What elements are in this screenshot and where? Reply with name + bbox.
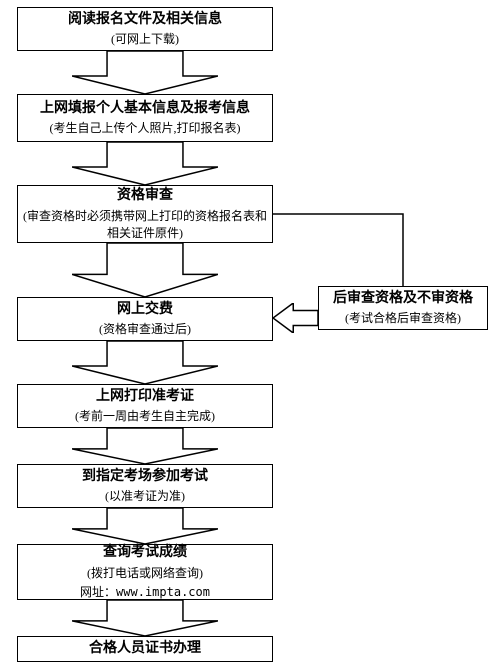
left-arrow [273,303,318,333]
node-subtitle: (考生自己上传个人照片,打印报名表) [50,120,241,137]
node-title: 阅读报名文件及相关信息 [68,10,222,30]
node-title: 网上交费 [117,300,173,320]
node-title: 资格审查 [117,186,173,206]
branch-connector [271,212,405,288]
node-subtitle: (考前一周由考生自主完成) [75,408,215,425]
down-arrow-2 [72,243,218,297]
node-subtitle: (考试合格后审查资格) [345,310,461,327]
url-label: 网址： [80,585,116,599]
node-title: 合格人员证书办理 [89,639,201,659]
node-title: 到指定考场参加考试 [82,467,208,487]
down-arrow-3 [72,341,218,384]
node-subtitle: (资格审查通过后) [99,321,191,338]
node-subtitle: (以准考证为准) [105,488,185,505]
flow-node-n8: 合格人员证书办理 [17,636,273,662]
node-subtitle: (拨打电话或网络查询) [87,565,203,582]
flow-node-nS: 后审查资格及不审资格(考试合格后审查资格) [318,286,488,330]
flow-node-n6: 到指定考场参加考试(以准考证为准) [17,464,273,508]
flow-node-n2: 上网填报个人基本信息及报考信息(考生自己上传个人照片,打印报名表) [17,94,273,142]
node-subtitle: (可网上下载) [111,31,179,48]
down-arrow-1 [72,142,218,185]
flow-node-n3: 资格审查(审查资格时必须携带网上打印的资格报名表和相关证件原件) [17,185,273,243]
down-arrow-4 [72,428,218,464]
down-arrow-6 [72,600,218,636]
flow-node-n7: 查询考试成绩 (拨打电话或网络查询) 网址：www.impta.com [17,544,273,600]
node-title: 查询考试成绩 [103,543,187,563]
down-arrow-0 [72,51,218,94]
flow-node-n5: 上网打印准考证(考前一周由考生自主完成) [17,384,273,428]
node-title: 上网打印准考证 [96,387,194,407]
node-title: 后审查资格及不审资格 [333,289,473,309]
flow-node-n1: 阅读报名文件及相关信息(可网上下载) [17,7,273,51]
down-arrow-5 [72,508,218,544]
node-title: 上网填报个人基本信息及报考信息 [40,99,250,119]
node-subtitle: (审查资格时必须携带网上打印的资格报名表和相关证件原件) [22,208,268,242]
node-url-line: 网址：www.impta.com [80,584,210,601]
flow-node-n4: 网上交费(资格审查通过后) [17,297,273,341]
flowchart-container: 阅读报名文件及相关信息(可网上下载) 上网填报个人基本信息及报考信息(考生自己上传… [0,0,501,667]
url-value: www.impta.com [116,585,210,599]
